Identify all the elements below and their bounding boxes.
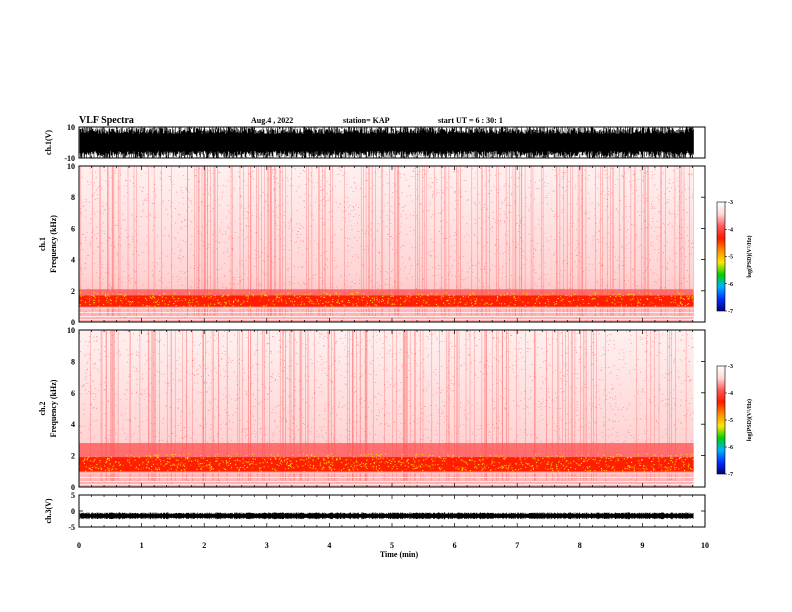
- cbar2-tick-label: -4: [728, 391, 733, 397]
- ch1-waveform-ytick-label: 10: [67, 123, 75, 132]
- ch2-spectrogram-ytick-label: 6: [71, 389, 75, 398]
- ch1-spectrogram-ytick-label: 10: [67, 162, 75, 171]
- station-label: station= KAP: [343, 116, 390, 125]
- cbar1-label: log(PSD)(V²/Hz): [746, 235, 753, 277]
- ch1-spectrogram-image: [79, 166, 694, 322]
- ch1-spectrogram-ytick-label: 2: [71, 287, 75, 296]
- ch2-spectrogram-warm-spots: [79, 456, 690, 471]
- cbar1-tick-label: -5: [728, 255, 733, 261]
- ch1-spectrogram-ytick-label: 0: [71, 318, 75, 327]
- cbar1-tick-label: -7: [728, 309, 733, 315]
- cbar2-scale: [716, 365, 726, 475]
- ch3-waveform-trace: [79, 512, 694, 520]
- ch1-waveform-ylabel: ch.1(V): [44, 130, 53, 155]
- ch3-waveform-ylabel: ch.3(V): [44, 498, 53, 523]
- x-tick-label: 4: [327, 541, 331, 550]
- ch3-waveform-panel: 5 0 -5 ch.3(V): [44, 491, 706, 532]
- ch2-colorbar: -3 -4 -5 -6 -7 log(PSD)(V²/Hz): [716, 364, 753, 478]
- x-tick-label: 5: [390, 541, 394, 550]
- date-label: Aug.4 , 2022: [251, 116, 293, 125]
- x-tick-label: 3: [265, 541, 269, 550]
- ch1-waveform-panel: 10 -10 ch.1(V): [44, 123, 706, 163]
- ch2-spectrogram-sferics: [90, 330, 687, 481]
- ch3-waveform-frame: [78, 494, 706, 528]
- cbar1-scale: [716, 201, 726, 312]
- cbar1-tick-label: -4: [728, 227, 733, 233]
- ch3-waveform-ytick-label: 0: [71, 507, 75, 516]
- ch1-spectrogram-ytick-label: 8: [71, 193, 75, 202]
- x-tick-label: 8: [578, 541, 582, 550]
- ch1-waveform-trace: [79, 127, 694, 158]
- cbar2-tick-label: -6: [728, 445, 733, 451]
- x-tick-label: 7: [515, 541, 519, 550]
- ch2-spectrogram-ytick-label: 4: [71, 420, 75, 429]
- cbar2-tick-label: -5: [728, 418, 733, 424]
- ch1-spectrogram-panel: 0 2 4 6 8 10 ch.1 Frequency (kHz): [38, 162, 706, 327]
- start-time-label: start UT = 6 : 30: 1: [438, 116, 503, 125]
- ch2-spectrogram-band-core: [79, 457, 694, 472]
- ch1-waveform-ytick-label: -10: [64, 154, 75, 163]
- ch1-spectrogram-ytick-label: 4: [71, 256, 75, 265]
- ch3-waveform-ytick-label: 5: [71, 491, 75, 500]
- ch2-spectrogram-ylabel-channel: ch.2: [38, 402, 47, 416]
- ch2-spectrogram-ytick-label: 2: [71, 452, 75, 461]
- ch1-spectrogram-ylabel-frequency: Frequency (kHz): [49, 215, 58, 273]
- ch2-spectrogram-ytick-label: 0: [71, 483, 75, 492]
- ch2-spectrogram-panel: 0 2 4 6 8 10 ch.2 Frequency (kHz): [38, 326, 706, 492]
- cbar1-tick-label: -3: [728, 200, 733, 206]
- cbar2-tick-label: -7: [728, 472, 733, 478]
- cbar2-label: log(PSD)(V²/Hz): [746, 399, 753, 441]
- ch2-spectrogram-ylabel-frequency: Frequency (kHz): [49, 379, 58, 437]
- ch1-colorbar: -3 -4 -5 -6 -7 log(PSD)(V²/Hz): [716, 200, 753, 315]
- ch3-waveform-ytick-label: -5: [68, 523, 75, 532]
- x-tick-label: 0: [77, 541, 81, 550]
- cbar1-tick-label: -6: [728, 282, 733, 288]
- x-tick-label: 2: [202, 541, 206, 550]
- ch1-spectrogram-warm-spots: [79, 291, 694, 306]
- x-tick-label: 10: [701, 541, 709, 550]
- ch1-spectrogram-band-core: [79, 295, 694, 307]
- ch1-spectrogram-sferics: [80, 166, 694, 316]
- x-tick-label: 6: [453, 541, 457, 550]
- x-axis-label: Time (min): [380, 550, 419, 559]
- time-axis: 0 1 2 3 4 5 6 7 8 9 10: [77, 541, 709, 550]
- figure-title: VLF Spectra: [79, 115, 134, 126]
- cbar2-tick-label: -3: [728, 364, 733, 370]
- ch1-spectrogram-hotspots: [79, 291, 693, 307]
- ch1-spectrogram-ytick-label: 6: [71, 224, 75, 233]
- ch2-spectrogram-image: [79, 330, 694, 487]
- ch2-spectrogram-ytick-label: 10: [67, 326, 75, 335]
- x-tick-label: 9: [640, 541, 644, 550]
- x-tick-label: 1: [140, 541, 144, 550]
- ch1-spectrogram-ylabel-channel: ch.1: [38, 237, 47, 251]
- ch2-spectrogram-ytick-label: 8: [71, 357, 75, 366]
